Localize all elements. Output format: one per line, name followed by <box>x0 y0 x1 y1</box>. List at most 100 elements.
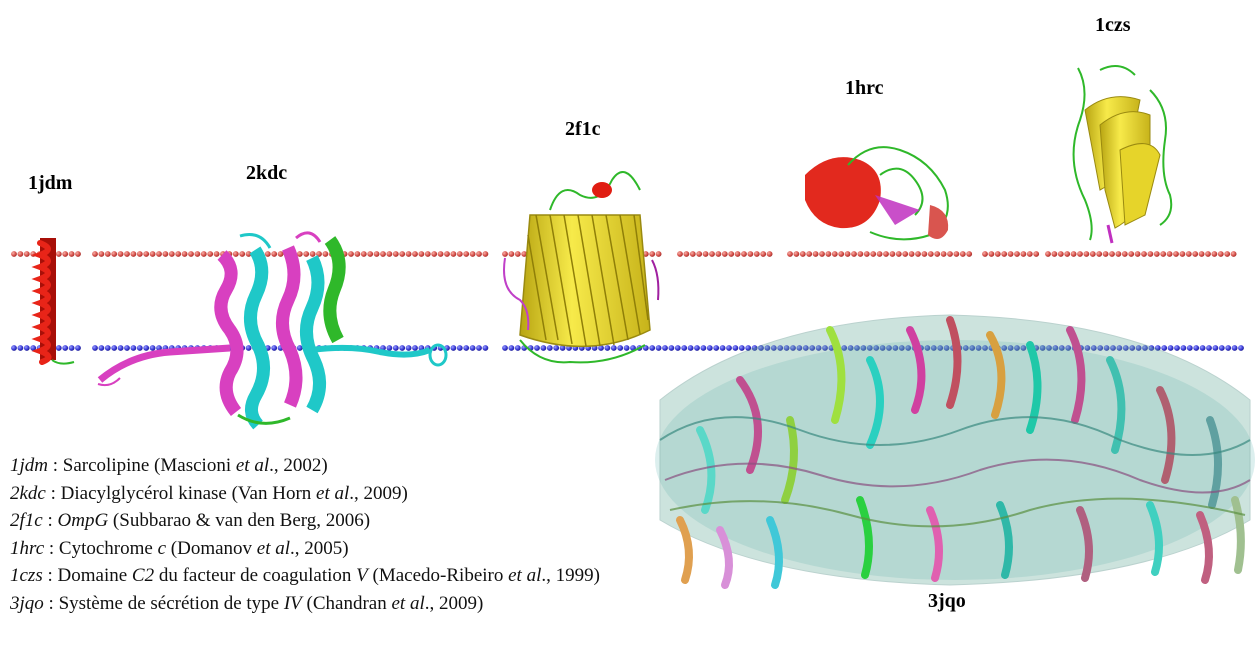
lipid-bead <box>793 251 800 257</box>
lipid-bead <box>1160 251 1167 257</box>
lipid-bead <box>482 345 489 351</box>
lipid-bead <box>1083 251 1090 257</box>
lipid-bead <box>809 345 816 351</box>
lipid-bead <box>649 251 656 257</box>
lipid-bead <box>689 251 696 257</box>
lipid-bead <box>866 345 873 351</box>
lipid-bead <box>482 251 489 257</box>
caption-sep: : <box>43 592 59 614</box>
lipid-bead <box>745 345 752 351</box>
lipid-bead <box>841 345 848 351</box>
lipid-bead <box>514 345 521 351</box>
lipid-bead <box>1084 345 1091 351</box>
lipid-bead <box>521 251 528 257</box>
lipid-bead <box>143 345 150 351</box>
lipid-bead <box>937 345 944 351</box>
lipid-bead <box>1198 251 1205 257</box>
lipid-bead <box>1205 251 1211 257</box>
lipid-bead <box>354 251 361 257</box>
lipid-bead <box>239 251 246 257</box>
lipid-bead <box>943 345 950 351</box>
lipid-bead <box>982 251 988 257</box>
lipid-bead <box>902 251 909 257</box>
lipid-bead <box>546 345 553 351</box>
lipid-bead <box>1173 251 1179 257</box>
lipid-bead <box>1128 251 1135 257</box>
caption-sep: : <box>42 565 58 587</box>
label-1hrc: 1hrc <box>845 77 884 99</box>
lipid-bead <box>296 345 303 351</box>
lipid-bead <box>296 251 303 257</box>
caption-italic: c <box>157 537 167 559</box>
lipid-bead <box>1045 251 1051 257</box>
lipid-bead <box>271 345 278 351</box>
lipid-bead <box>1077 251 1083 257</box>
lipid-bead <box>623 345 630 351</box>
caption-text: ., 1999) <box>541 565 600 587</box>
lipid-bead <box>1007 345 1014 351</box>
lipid-bead <box>649 345 656 351</box>
caption-text: ., 2002) <box>269 455 328 476</box>
lipid-bead <box>930 345 937 351</box>
lipid-bead <box>463 251 470 257</box>
lipid-bead <box>1185 251 1192 257</box>
lipid-bead <box>1110 345 1116 351</box>
lipid-bead <box>994 251 1001 257</box>
structure-2f1c <box>503 171 660 364</box>
lipid-bead <box>450 251 457 257</box>
lipid-bead <box>770 345 777 351</box>
lipid-bead <box>806 251 813 257</box>
lipid-bead <box>245 251 252 257</box>
figure-caption: 1jdm : Sarcolipine (Mascioni et al., 200… <box>10 452 810 618</box>
lipid-bead <box>418 251 425 257</box>
caption-sep: : <box>44 537 59 559</box>
lipid-bead <box>553 345 560 351</box>
lipid-bead <box>55 345 62 351</box>
lipid-bead <box>815 345 822 351</box>
lipid-bead <box>55 251 62 257</box>
lipid-bead <box>751 345 758 351</box>
lipid-bead <box>1231 345 1238 351</box>
lipid-bead <box>860 345 867 351</box>
lipid-bead <box>777 345 784 351</box>
lipid-bead <box>412 251 418 257</box>
lipid-bead <box>674 345 681 351</box>
lipid-bead <box>17 251 24 257</box>
lipid-bead <box>1212 345 1219 351</box>
lipid-bead <box>62 251 69 257</box>
lipid-bead <box>399 345 406 351</box>
caption-text: (Domanov <box>166 537 257 559</box>
lipid-bead <box>706 345 713 351</box>
lipid-bead <box>766 251 773 257</box>
lipid-bead <box>75 251 81 257</box>
lipid-bead <box>831 251 838 257</box>
lipid-bead <box>117 251 124 257</box>
lipid-bead <box>386 345 393 351</box>
lipid-bead <box>924 345 931 351</box>
lipid-bead <box>456 251 463 257</box>
lipid-bead <box>604 345 611 351</box>
lipid-bead <box>738 345 745 351</box>
lipid-bead <box>405 251 412 257</box>
lipid-bead <box>1052 345 1059 351</box>
lipid-bead <box>559 345 566 351</box>
label-1jdm: 1jdm <box>28 172 73 194</box>
lipid-bead <box>822 345 828 351</box>
lipid-bead <box>1129 345 1136 351</box>
lipid-bead <box>1065 345 1072 351</box>
lipid-bead <box>677 251 683 257</box>
lipid-bead <box>11 251 17 257</box>
lipid-bead <box>988 251 995 257</box>
lipid-bead <box>854 345 860 351</box>
lipid-bead <box>476 345 482 351</box>
lipid-bead <box>1001 345 1008 351</box>
lipid-bead <box>1007 251 1014 257</box>
lipid-bead <box>303 251 310 257</box>
lipid-bead <box>1167 345 1174 351</box>
lipid-bead <box>726 345 732 351</box>
lipid-bead <box>783 345 790 351</box>
lipid-bead <box>1141 251 1147 257</box>
lipid-bead <box>662 345 668 351</box>
lipid-bead <box>30 345 37 351</box>
